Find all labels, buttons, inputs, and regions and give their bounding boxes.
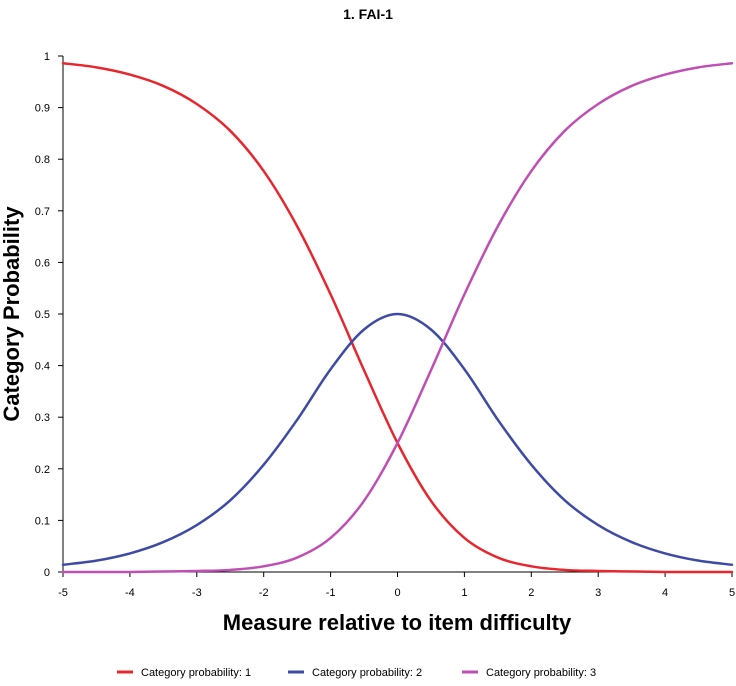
legend-label-3: Category probability: 3	[486, 667, 596, 679]
y-tick-label: 0.9	[35, 103, 50, 115]
legend-label-2: Category probability: 2	[312, 667, 422, 679]
x-tick-label: -4	[125, 587, 135, 599]
y-axis-label: Category Probability	[0, 206, 24, 422]
y-ticks: 0 0.1 0.2 0.3 0.4 0.5 0.6 0.7 0.8 0.9 1	[35, 51, 63, 579]
legend: Category probability: 1 Category probabil…	[117, 667, 596, 679]
y-tick-label: 0.2	[35, 464, 50, 476]
x-tick-label: 3	[595, 587, 601, 599]
x-tick-label: 1	[461, 587, 467, 599]
x-tick-label: 0	[394, 587, 400, 599]
series-layer	[61, 61, 734, 574]
y-tick-label: 0.8	[35, 154, 50, 166]
y-tick-label: 0.1	[35, 515, 50, 527]
y-tick-label: 0.3	[35, 412, 50, 424]
x-tick-label: 2	[528, 587, 534, 599]
x-tick-label: 4	[662, 587, 668, 599]
chart-title: 1. FAI-1	[343, 6, 393, 22]
x-tick-label: -3	[192, 587, 202, 599]
x-tick-label: -2	[259, 587, 269, 599]
y-tick-label: 0.6	[35, 257, 50, 269]
x-ticks: -5 -4 -3 -2 -1 0 1 2 3 4 5	[58, 572, 735, 599]
y-tick-label: 0	[44, 567, 50, 579]
y-tick-label: 1	[44, 51, 50, 63]
x-tick-label: 5	[729, 587, 735, 599]
y-tick-label: 0.4	[35, 361, 50, 373]
y-tick-label: 0.7	[35, 206, 50, 218]
series-line-category-2	[61, 312, 734, 567]
legend-label-1: Category probability: 1	[141, 667, 251, 679]
series-line-category-3	[61, 61, 734, 574]
x-axis-label: Measure relative to item difficulty	[223, 610, 572, 635]
y-tick-label: 0.5	[35, 309, 50, 321]
series-line-category-1	[61, 61, 734, 574]
x-tick-label: -1	[326, 587, 336, 599]
x-tick-label: -5	[58, 587, 68, 599]
